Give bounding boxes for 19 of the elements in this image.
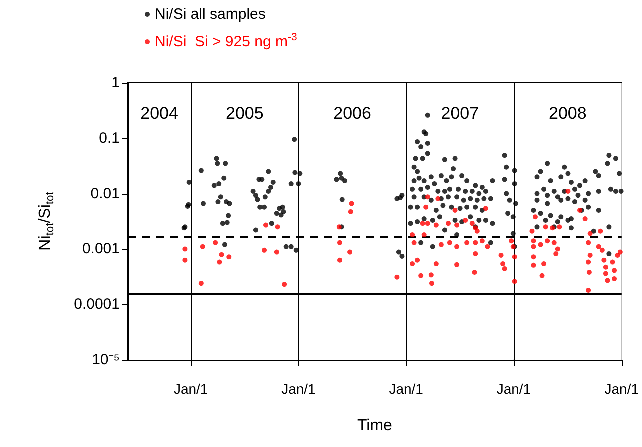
legend-label: Ni/Si all samples: [155, 6, 266, 23]
x-tick-label: Jan/1: [174, 381, 208, 397]
band-label: 2004: [140, 104, 178, 123]
band-label: 2006: [334, 104, 372, 123]
band-label: 2007: [441, 104, 480, 123]
y-tick-label: 0.001: [82, 240, 120, 258]
x-tick-label: Jan/1: [389, 381, 424, 397]
y-axis-title: Nitot/Sitot: [37, 191, 56, 251]
x-tick-label: Jan/1: [604, 381, 640, 397]
x-axis-title: Time: [357, 418, 393, 434]
x-tick-label: Jan/1: [282, 381, 316, 397]
band-label: 2005: [226, 104, 264, 123]
y-tick-label: 0.1: [99, 130, 120, 147]
y-tick-label: 1: [112, 74, 120, 92]
y-tick-label: 0.0001: [74, 296, 120, 314]
band-label: 2008: [549, 104, 587, 123]
y-tick-label: 0.01: [90, 185, 120, 202]
x-tick-label: Jan/1: [496, 381, 532, 397]
y-tick-label: 10⁻⁵: [92, 352, 120, 368]
